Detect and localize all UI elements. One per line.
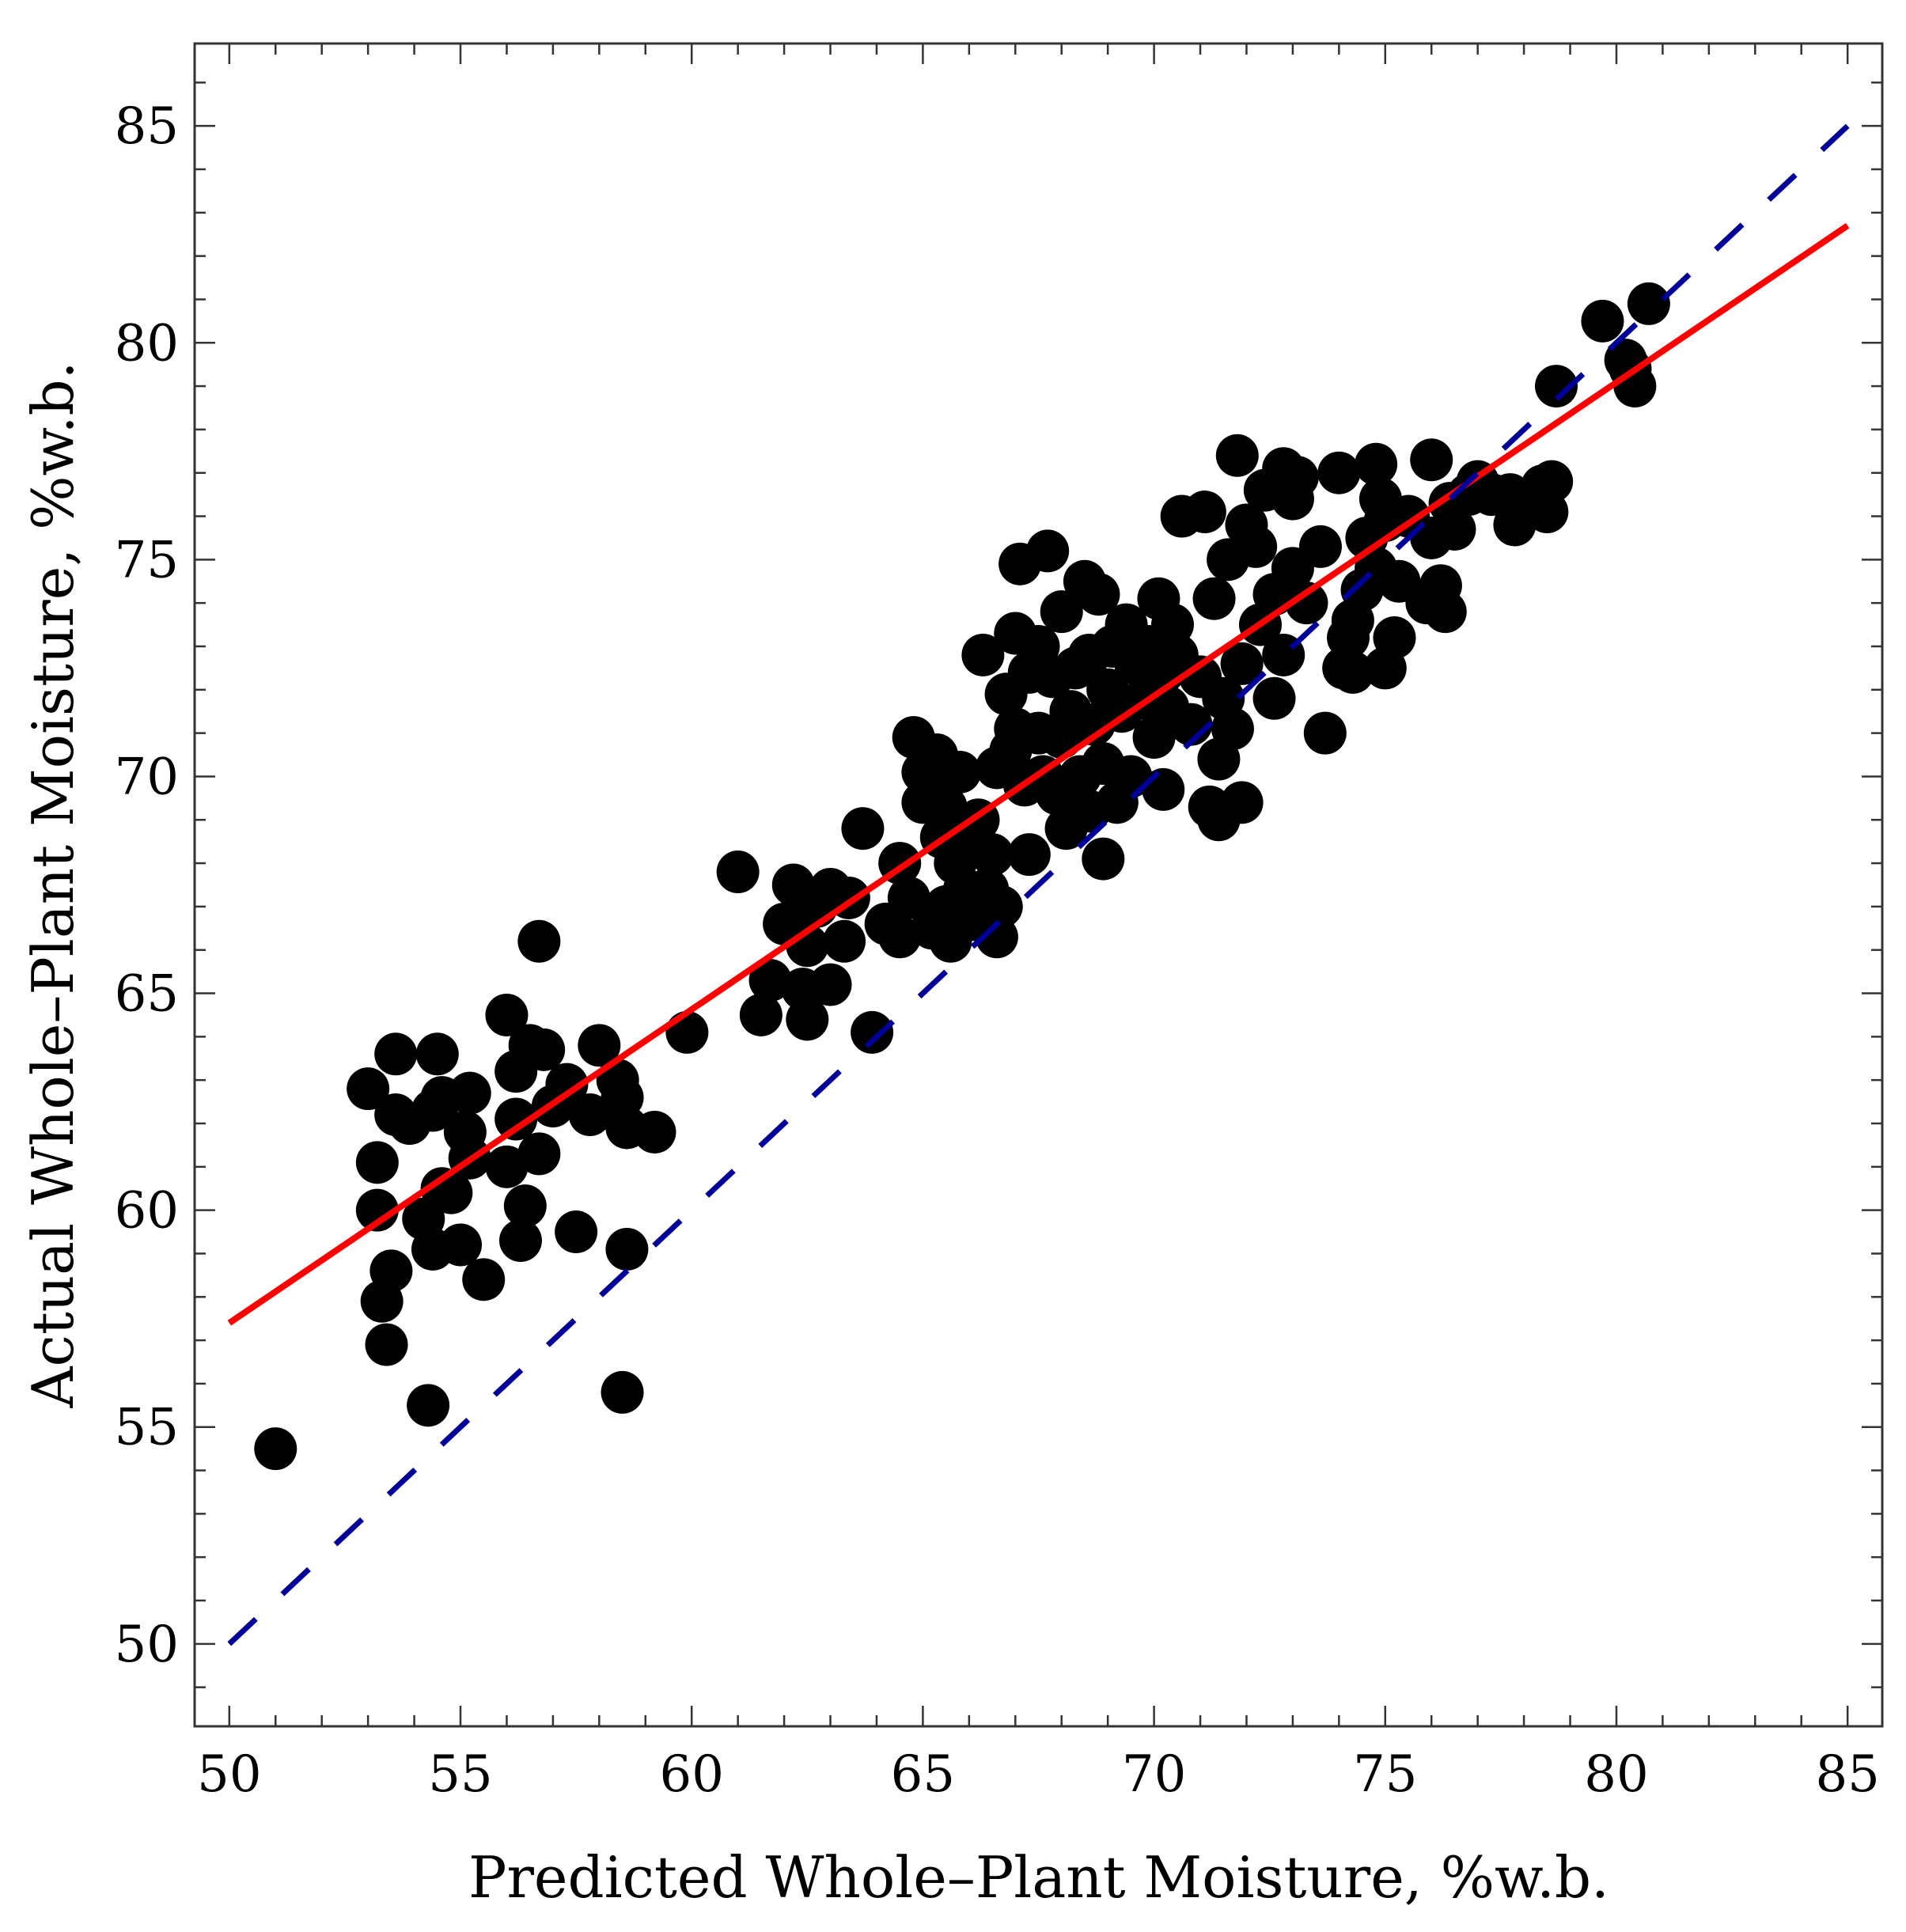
data-point [485, 993, 529, 1036]
data-point [1192, 577, 1236, 620]
data-point [1220, 642, 1264, 685]
data-point [355, 1188, 399, 1232]
data-point [938, 750, 982, 794]
data-point [498, 1219, 542, 1263]
x-tick-label: 85 [1815, 1745, 1879, 1804]
plot-frame [193, 42, 1884, 1728]
tick-marks [195, 44, 1882, 1726]
data-point [1082, 837, 1125, 881]
data-point [841, 807, 885, 850]
data-point [1183, 491, 1226, 534]
data-point [1007, 833, 1051, 877]
data-point [1410, 438, 1453, 482]
data-point [851, 1010, 894, 1054]
y-axis-title: Actual Whole–Plant Moisture, %w.b. [20, 362, 86, 1409]
data-point [1355, 442, 1398, 486]
data-point [355, 1141, 399, 1184]
y-tick-label: 55 [115, 1399, 179, 1457]
x-tick-label: 70 [1122, 1745, 1186, 1804]
data-point [1373, 616, 1416, 660]
data-point [522, 1028, 566, 1071]
reference-lines [227, 123, 1850, 1646]
data-point [494, 1097, 538, 1141]
y-tick-label: 80 [115, 314, 179, 373]
y-tick-label: 50 [115, 1616, 179, 1674]
data-point [716, 850, 760, 894]
x-tick-label: 50 [197, 1745, 261, 1804]
data-point [1317, 451, 1361, 494]
data-point [1581, 299, 1624, 343]
data-point [665, 1010, 709, 1054]
data-point [485, 1145, 529, 1188]
data-point [1331, 650, 1374, 694]
data-point [1142, 767, 1185, 811]
y-tick-label: 65 [115, 965, 179, 1024]
data-point [415, 1032, 459, 1076]
data-point [578, 1024, 621, 1067]
data-point [1252, 676, 1296, 720]
x-tick-label: 65 [891, 1745, 955, 1804]
data-point [568, 1093, 612, 1137]
data-point [254, 1427, 297, 1471]
data-point [1215, 434, 1259, 477]
x-tick-label: 55 [428, 1745, 492, 1804]
data-point [971, 833, 1014, 877]
data-point [545, 1063, 589, 1106]
tick-labels: 50 55 60 65 70 75 80 85 50 55 60 65 70 75 80 85 [115, 97, 1880, 1804]
data-point [739, 993, 782, 1036]
data-point [878, 915, 922, 959]
x-tick-label: 75 [1353, 1745, 1417, 1804]
y-tick-label: 75 [115, 531, 179, 589]
data-point [503, 1184, 547, 1228]
y-tick-label: 85 [115, 97, 179, 156]
data-point [1040, 590, 1083, 634]
data-point [1211, 707, 1254, 751]
data-point [1220, 781, 1264, 824]
data-point [1627, 282, 1670, 325]
data-point [823, 919, 866, 963]
data-point [1303, 711, 1347, 755]
data-point [1433, 507, 1476, 551]
x-axis-title: Predicted Whole–Plant Moisture, %w.b. [468, 1844, 1609, 1911]
data-point [1535, 365, 1578, 408]
data-point [407, 1384, 450, 1427]
data-point [448, 1071, 491, 1115]
data-point [1298, 525, 1342, 568]
data-point [924, 785, 968, 828]
y-tick-label: 70 [115, 748, 179, 806]
data-point [1530, 460, 1574, 503]
data-point [439, 1223, 483, 1267]
data-point [961, 633, 1005, 676]
identity-line [227, 123, 1850, 1646]
data-point [605, 1227, 649, 1271]
data-point [601, 1370, 644, 1414]
data-point [365, 1323, 408, 1366]
data-point [1285, 581, 1328, 625]
data-point [517, 919, 561, 963]
data-point [980, 885, 1023, 928]
data-point [462, 1258, 506, 1301]
regression-line [227, 222, 1850, 1326]
data-point [633, 1110, 676, 1154]
data-point [369, 1249, 413, 1293]
data-point [1026, 529, 1070, 573]
data-point [1423, 590, 1467, 634]
data-point [1234, 525, 1278, 568]
data-point [517, 1132, 561, 1176]
data-point [1077, 573, 1120, 616]
x-tick-label: 60 [659, 1745, 723, 1804]
data-point [887, 876, 930, 919]
data-point [809, 963, 852, 1006]
data-point [374, 1032, 418, 1076]
data-point [748, 959, 792, 1002]
y-tick-label: 60 [115, 1182, 179, 1241]
data-point [1275, 456, 1319, 499]
x-tick-label: 80 [1584, 1745, 1648, 1804]
scatter-points [254, 282, 1670, 1471]
data-point [786, 998, 829, 1041]
data-point [347, 1067, 390, 1111]
data-point [555, 1210, 598, 1254]
